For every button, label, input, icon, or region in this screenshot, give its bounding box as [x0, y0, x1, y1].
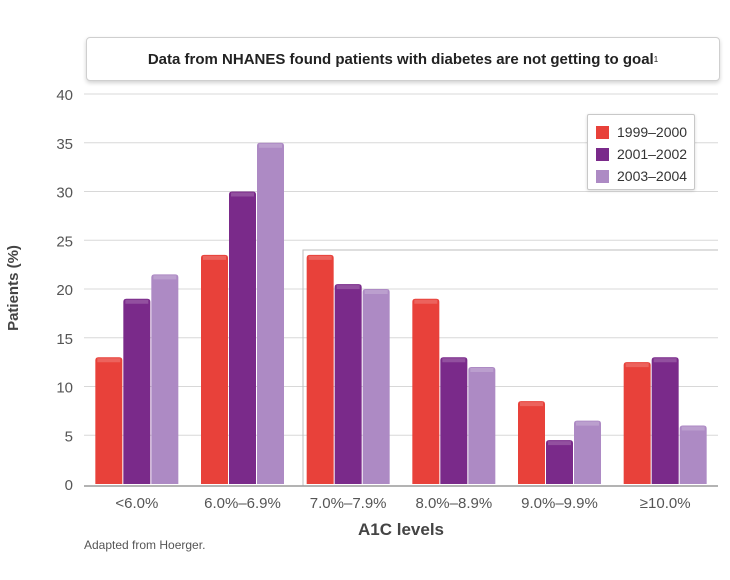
legend-swatch-2001-2002 [596, 147, 609, 161]
bar-2003-2004-0 [151, 274, 179, 484]
y-tick-label: 5 [65, 428, 73, 445]
x-tick-label: 7.0%–7.9% [310, 495, 387, 512]
source-footnote: Adapted from Hoerger. [84, 538, 206, 552]
bar-highlight [576, 421, 599, 426]
x-tick-label: 6.0%–6.9% [204, 495, 281, 512]
bar-highlight [231, 192, 254, 197]
bar-2001-2002-3 [440, 357, 468, 484]
y-tick-label: 25 [56, 233, 73, 250]
bar-highlight [308, 255, 332, 260]
bar-highlight [520, 402, 543, 407]
gridlines [84, 93, 718, 436]
bar-1999-2000-2 [306, 254, 334, 484]
bar-highlight [125, 299, 149, 304]
y-tick-label: 35 [56, 136, 73, 153]
y-tick-label: 40 [56, 87, 73, 104]
chart-title: Data from NHANES found patients with dia… [86, 37, 720, 81]
bar-1999-2000-0 [95, 357, 123, 484]
bar-highlight [548, 441, 571, 446]
legend: 1999–2000 2001–2002 2003–2004 [587, 114, 695, 190]
bar-highlight [442, 358, 466, 363]
y-tick-label: 30 [56, 185, 73, 202]
bar-1999-2000-4 [518, 401, 545, 484]
bar-2001-2002-4 [546, 440, 573, 484]
chart-title-text: Data from NHANES found patients with dia… [147, 50, 654, 68]
bar-highlight [625, 363, 649, 368]
legend-item: 2001–2002 [596, 143, 694, 165]
bar-highlight [470, 368, 494, 372]
highlight-outline [302, 249, 718, 486]
legend-item: 2003–2004 [596, 165, 694, 187]
bar-2003-2004-3 [468, 367, 496, 484]
y-tick-label: 20 [56, 282, 73, 299]
bar-highlight [153, 275, 177, 280]
bar-2003-2004-2 [362, 289, 390, 484]
bar-highlight [653, 358, 677, 363]
bar-2001-2002-5 [651, 357, 679, 484]
x-tick-labels: <6.0% 6.0%–6.9% 7.0%–7.9% 8.0%–8.9% 9.0%–9.9… [115, 495, 690, 512]
x-tick-label: 8.0%–8.9% [415, 495, 492, 512]
bar-2001-2002-0 [123, 298, 151, 484]
bar-highlight [336, 285, 360, 290]
legend-label: 2001–2002 [617, 146, 688, 162]
bar-highlight [259, 143, 282, 148]
bar-highlight [414, 299, 438, 304]
bar-highlight [203, 255, 226, 260]
y-tick-label: 10 [56, 380, 73, 397]
legend-swatch-1999-2000 [596, 125, 609, 139]
bar-1999-2000-5 [623, 362, 651, 484]
legend-label: 1999–2000 [617, 124, 688, 140]
x-tick-label: 9.0%–9.9% [521, 495, 598, 512]
legend-item: 1999–2000 [596, 121, 694, 143]
legend-label: 2003–2004 [617, 168, 688, 184]
bar-highlight [364, 290, 388, 294]
y-tick-labels: 0 5 10 15 20 25 30 35 40 [56, 87, 73, 494]
y-tick-label: 0 [65, 477, 73, 494]
bar-highlight [681, 426, 705, 431]
bar-2003-2004-5 [679, 425, 707, 484]
y-axis-label: Patients (%) [5, 245, 22, 331]
bar-1999-2000-3 [412, 298, 440, 484]
bar-2003-2004-1 [257, 142, 284, 484]
x-axis-label: A1C levels [358, 520, 444, 539]
bar-2001-2002-1 [229, 191, 256, 484]
legend-swatch-2003-2004 [596, 169, 609, 183]
bar-2001-2002-2 [334, 284, 362, 484]
y-tick-label: 15 [56, 331, 73, 348]
title-footnote-marker: 1 [653, 54, 659, 64]
bars [95, 142, 707, 484]
x-tick-label: ≥10.0% [640, 495, 691, 512]
bar-highlight [97, 358, 121, 363]
bar-2003-2004-4 [574, 420, 601, 484]
x-tick-label: <6.0% [115, 495, 158, 512]
bar-1999-2000-1 [201, 254, 228, 484]
